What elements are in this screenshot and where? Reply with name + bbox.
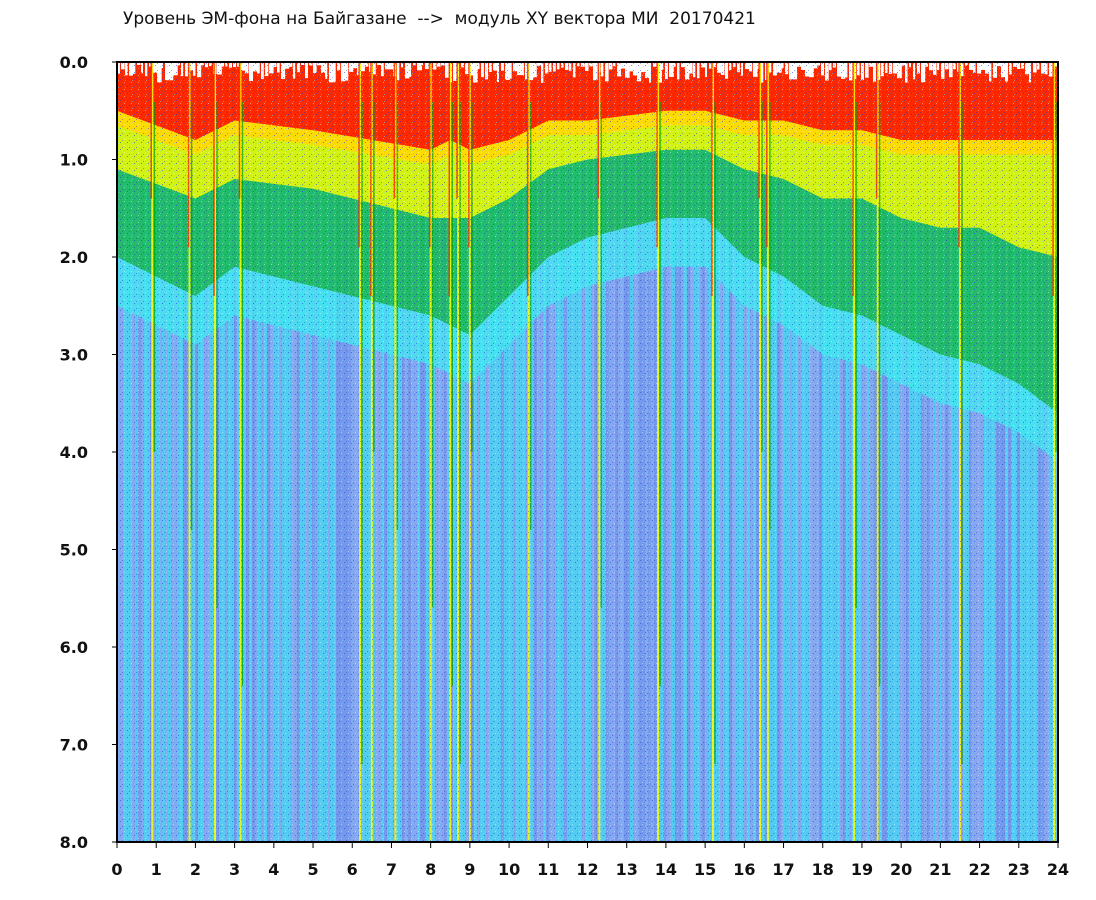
y-axis: 0.0 1.0 2.0 3.0 4.0 5.0 6.0 7.0 8.0 xyxy=(60,53,117,852)
x-axis: 0 1 2 3 4 5 6 7 8 9 10 11 12 13 14 15 16 17 18 19 20 21 22 23 24 xyxy=(111,842,1069,879)
y-tick-label: 8.0 xyxy=(60,833,88,852)
x-tick-label: 8 xyxy=(425,860,436,879)
y-tick-label: 1.0 xyxy=(60,151,88,170)
x-tick-label: 5 xyxy=(307,860,318,879)
x-tick-label: 14 xyxy=(655,860,677,879)
y-tick-label: 7.0 xyxy=(60,736,88,755)
x-tick-label: 11 xyxy=(537,860,559,879)
x-tick-label: 4 xyxy=(268,860,279,879)
x-tick-label: 1 xyxy=(151,860,162,879)
x-tick-label: 3 xyxy=(229,860,240,879)
x-tick-label: 24 xyxy=(1047,860,1069,879)
x-tick-label: 0 xyxy=(111,860,122,879)
x-tick-label: 20 xyxy=(890,860,912,879)
x-tick-label: 23 xyxy=(1008,860,1030,879)
y-tick-label: 4.0 xyxy=(60,443,88,462)
x-tick-label: 15 xyxy=(694,860,716,879)
x-tick-label: 22 xyxy=(968,860,990,879)
x-tick-label: 12 xyxy=(576,860,598,879)
x-tick-label: 13 xyxy=(616,860,638,879)
x-tick-label: 7 xyxy=(386,860,397,879)
y-tick-label: 2.0 xyxy=(60,248,88,267)
speckle-overlay xyxy=(117,62,1058,842)
x-tick-label: 18 xyxy=(812,860,834,879)
y-tick-label: 3.0 xyxy=(60,346,88,365)
chart-title: Уровень ЭМ-фона на Байгазане --> модуль … xyxy=(123,9,756,29)
plot-area xyxy=(117,62,1058,842)
y-tick-label: 6.0 xyxy=(60,638,88,657)
y-tick-label: 5.0 xyxy=(60,541,88,560)
x-tick-label: 16 xyxy=(733,860,755,879)
x-tick-label: 21 xyxy=(929,860,951,879)
x-tick-label: 9 xyxy=(464,860,475,879)
x-tick-label: 19 xyxy=(851,860,873,879)
x-tick-label: 6 xyxy=(347,860,358,879)
x-tick-label: 10 xyxy=(498,860,520,879)
y-tick-label: 0.0 xyxy=(60,53,88,72)
x-tick-label: 2 xyxy=(190,860,201,879)
x-tick-label: 17 xyxy=(772,860,794,879)
